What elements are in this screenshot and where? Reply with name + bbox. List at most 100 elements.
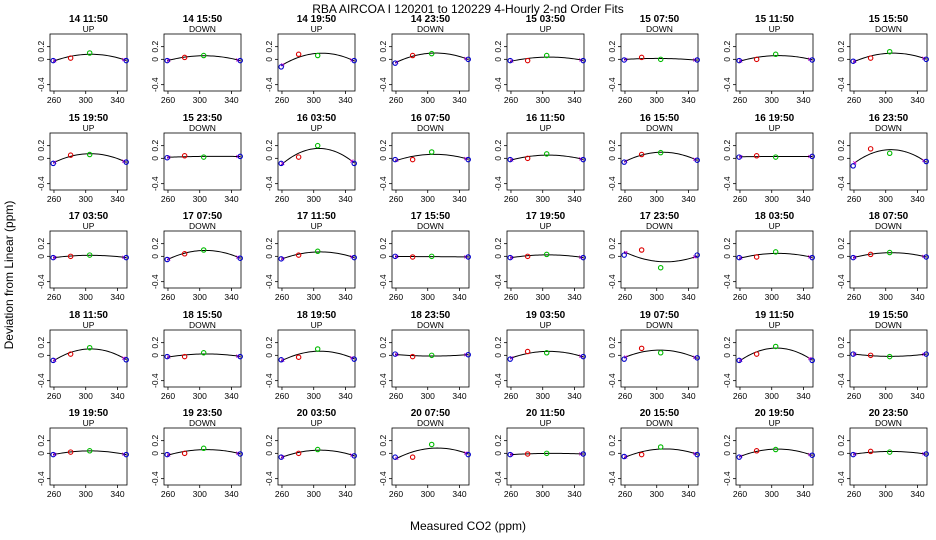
y-tick-label: 0 bbox=[36, 156, 46, 161]
fit-curve bbox=[739, 252, 813, 259]
fit-curve bbox=[53, 254, 127, 259]
y-tick-label: 0 bbox=[378, 57, 388, 62]
data-point bbox=[123, 254, 129, 261]
data-point bbox=[428, 441, 435, 448]
y-tick-label: 0 bbox=[36, 254, 46, 259]
x-tick-label: 340 bbox=[796, 95, 810, 105]
y-tick-label: -0.4 bbox=[150, 274, 160, 289]
data-point bbox=[772, 446, 779, 453]
fit-curve bbox=[394, 447, 469, 460]
y-tick-label: 0.2 bbox=[36, 434, 46, 446]
x-tick-label: 300 bbox=[193, 391, 207, 401]
x-tick-label: 340 bbox=[796, 292, 810, 302]
panel-frame bbox=[506, 33, 585, 92]
y-tick-label: -0.4 bbox=[264, 274, 274, 289]
y-tick-label: 0 bbox=[150, 353, 160, 358]
y-tick-label: 0.2 bbox=[722, 237, 732, 249]
x-tick-label: 260 bbox=[504, 489, 518, 499]
y-tick-label: 0.2 bbox=[378, 139, 388, 151]
data-point bbox=[850, 58, 856, 64]
data-point bbox=[200, 350, 207, 356]
data-point bbox=[237, 451, 243, 457]
y-tick-label: 0 bbox=[493, 254, 503, 259]
y-tick-label: -0.4 bbox=[264, 373, 274, 388]
fit-curve bbox=[167, 155, 241, 158]
x-tick-label: 260 bbox=[504, 194, 518, 204]
data-point bbox=[237, 57, 243, 64]
panel-frame bbox=[620, 33, 699, 92]
y-tick-label: -0.4 bbox=[493, 176, 503, 191]
x-tick-label: 340 bbox=[452, 489, 466, 499]
y-tick-label: 0.2 bbox=[607, 434, 617, 446]
residual-marker bbox=[509, 452, 514, 457]
data-point bbox=[86, 50, 93, 56]
x-tick-label: 300 bbox=[79, 292, 93, 302]
panel-direction: DOWN bbox=[875, 123, 902, 133]
panel-frame bbox=[849, 132, 928, 191]
x-tick-label: 260 bbox=[161, 489, 175, 499]
data-point bbox=[278, 357, 284, 363]
panel-frame bbox=[506, 132, 585, 191]
data-point bbox=[123, 159, 129, 165]
y-tick-label: 0 bbox=[264, 353, 274, 358]
data-point bbox=[809, 452, 815, 458]
panel-direction: UP bbox=[769, 24, 781, 34]
y-tick-label: -0.4 bbox=[36, 274, 46, 289]
residual-marker bbox=[350, 355, 354, 360]
panel-title: 19 19:50 bbox=[69, 408, 109, 419]
panel-frame bbox=[49, 427, 128, 486]
data-point bbox=[580, 254, 586, 261]
data-point bbox=[409, 353, 416, 360]
panel-title: 17 23:50 bbox=[640, 211, 680, 222]
y-tick-label: -0.4 bbox=[836, 77, 846, 92]
fit-curve bbox=[52, 348, 127, 362]
data-point bbox=[772, 51, 779, 58]
data-point bbox=[314, 52, 321, 59]
x-tick-label: 340 bbox=[224, 489, 238, 499]
x-tick-label: 340 bbox=[567, 489, 581, 499]
data-point bbox=[923, 351, 929, 357]
y-tick-label: -0.4 bbox=[836, 471, 846, 486]
x-tick-label: 260 bbox=[389, 194, 403, 204]
y-tick-label: -0.4 bbox=[378, 471, 388, 486]
panel-title: 17 03:50 bbox=[69, 211, 109, 222]
data-point bbox=[621, 159, 627, 165]
y-tick-label: 0 bbox=[264, 57, 274, 62]
panel-title: 15 19:50 bbox=[69, 113, 109, 124]
panel-title: 18 23:50 bbox=[411, 310, 451, 321]
y-tick-label: 0.2 bbox=[722, 40, 732, 52]
data-point bbox=[123, 57, 129, 64]
data-point bbox=[181, 251, 188, 257]
y-tick-label: 0.2 bbox=[836, 40, 846, 52]
data-point bbox=[278, 454, 284, 460]
fit-curve bbox=[623, 448, 698, 459]
y-tick-label: -0.4 bbox=[493, 471, 503, 486]
y-tick-label: -0.4 bbox=[264, 471, 274, 486]
x-tick-label: 300 bbox=[79, 194, 93, 204]
panel-title: 14 15:50 bbox=[183, 14, 223, 25]
x-tick-label: 340 bbox=[452, 194, 466, 204]
panel-direction: UP bbox=[311, 221, 323, 231]
residual-marker bbox=[693, 255, 697, 259]
y-tick-label: -0.4 bbox=[378, 176, 388, 191]
y-tick-label: 0 bbox=[836, 353, 846, 358]
x-tick-label: 340 bbox=[452, 95, 466, 105]
residual-marker bbox=[509, 255, 514, 260]
x-tick-label: 340 bbox=[796, 194, 810, 204]
data-point bbox=[86, 448, 93, 454]
x-tick-label: 300 bbox=[879, 95, 893, 105]
x-tick-label: 340 bbox=[910, 391, 924, 401]
data-point bbox=[465, 254, 471, 260]
panel-frame bbox=[277, 329, 356, 388]
panel-title: 19 23:50 bbox=[183, 408, 223, 419]
panel-title: 18 15:50 bbox=[183, 310, 223, 321]
x-tick-label: 300 bbox=[307, 391, 321, 401]
data-point bbox=[638, 54, 645, 61]
y-tick-label: -0.4 bbox=[264, 77, 274, 92]
data-point bbox=[50, 357, 56, 364]
panel-title: 16 03:50 bbox=[297, 113, 337, 124]
